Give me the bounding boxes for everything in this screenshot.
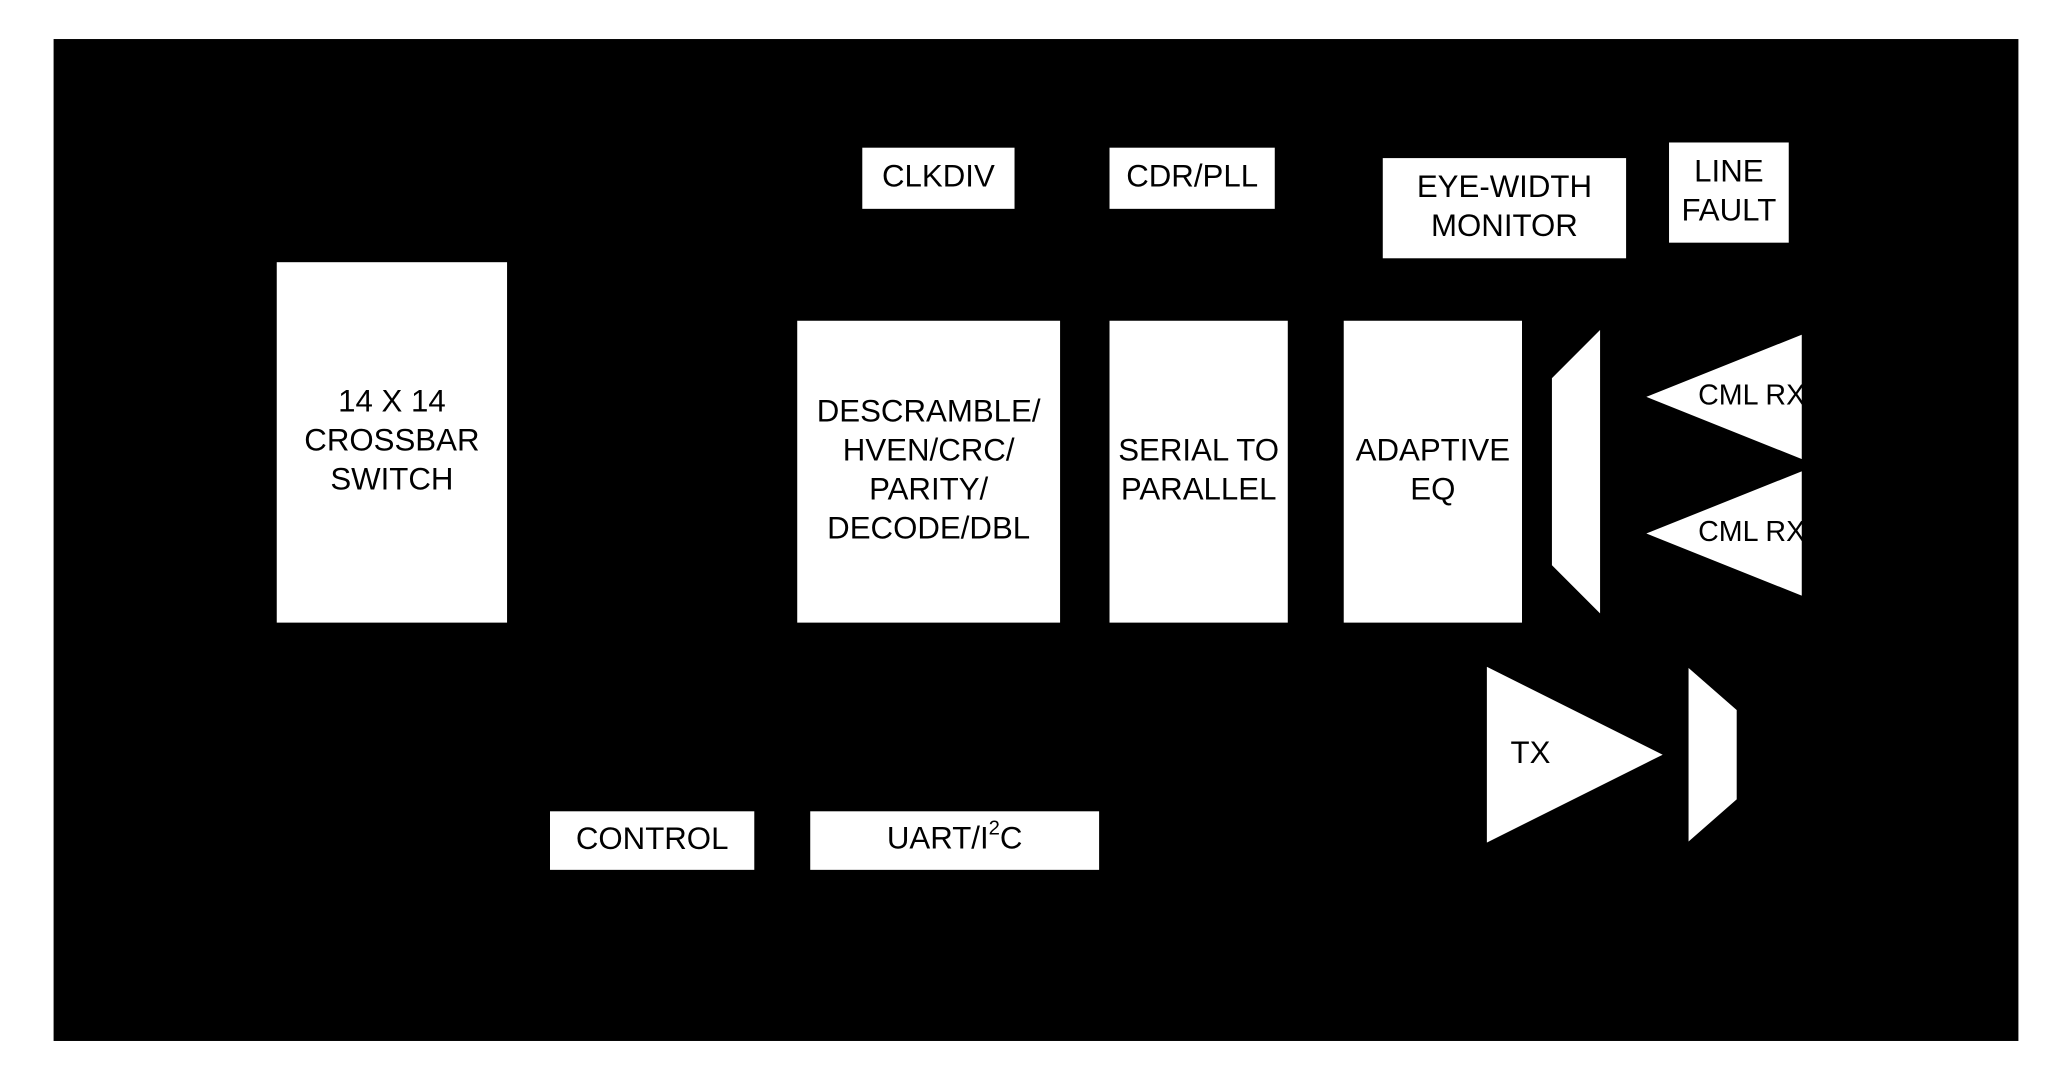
clkdiv-label-0: CLKDIV: [882, 159, 995, 194]
crossbar-label-2: SWITCH: [330, 462, 453, 497]
eyewidth-label-0: EYE-WIDTH: [1417, 169, 1592, 204]
trap_after_eq: [1550, 325, 1602, 618]
adapeq-label-0: ADAPTIVE: [1356, 432, 1510, 467]
serpar-label-1: PARALLEL: [1121, 471, 1277, 506]
linefault-label-0: LINE: [1694, 153, 1763, 188]
eyewidth-label-1: MONITOR: [1431, 208, 1578, 243]
control-label-0: CONTROL: [576, 821, 729, 856]
crossbar-label-1: CROSSBAR: [304, 423, 479, 458]
linefault-label-1: FAULT: [1681, 192, 1776, 227]
uart-label: UART/I2C: [887, 818, 1023, 856]
crossbar-label-0: 14 X 14: [338, 384, 446, 419]
adapeq-label-1: EQ: [1410, 471, 1455, 506]
descramble-label-0: DESCRAMBLE/: [817, 393, 1041, 428]
descramble-label-3: DECODE/DBL: [827, 510, 1030, 545]
descramble-label-2: PARITY/: [869, 471, 988, 506]
cml_rx_top-label: CML RX: [1698, 379, 1805, 411]
tx_tri-label: TX: [1511, 735, 1551, 770]
diagram-stage: 14 X 14 CROSSBAR SWITCH CLKDIV CDR/PLL EYE-WI…: [0, 0, 2072, 1080]
cml_rx_bot-label: CML RX: [1698, 516, 1805, 548]
diagram-svg: 14 X 14 CROSSBAR SWITCH CLKDIV CDR/PLL EYE-WI…: [0, 0, 2072, 1080]
cdrpll-label-0: CDR/PLL: [1126, 159, 1258, 194]
serpar-label-0: SERIAL TO: [1118, 432, 1279, 467]
descramble-label-1: HVEN/CRC/: [843, 432, 1015, 467]
